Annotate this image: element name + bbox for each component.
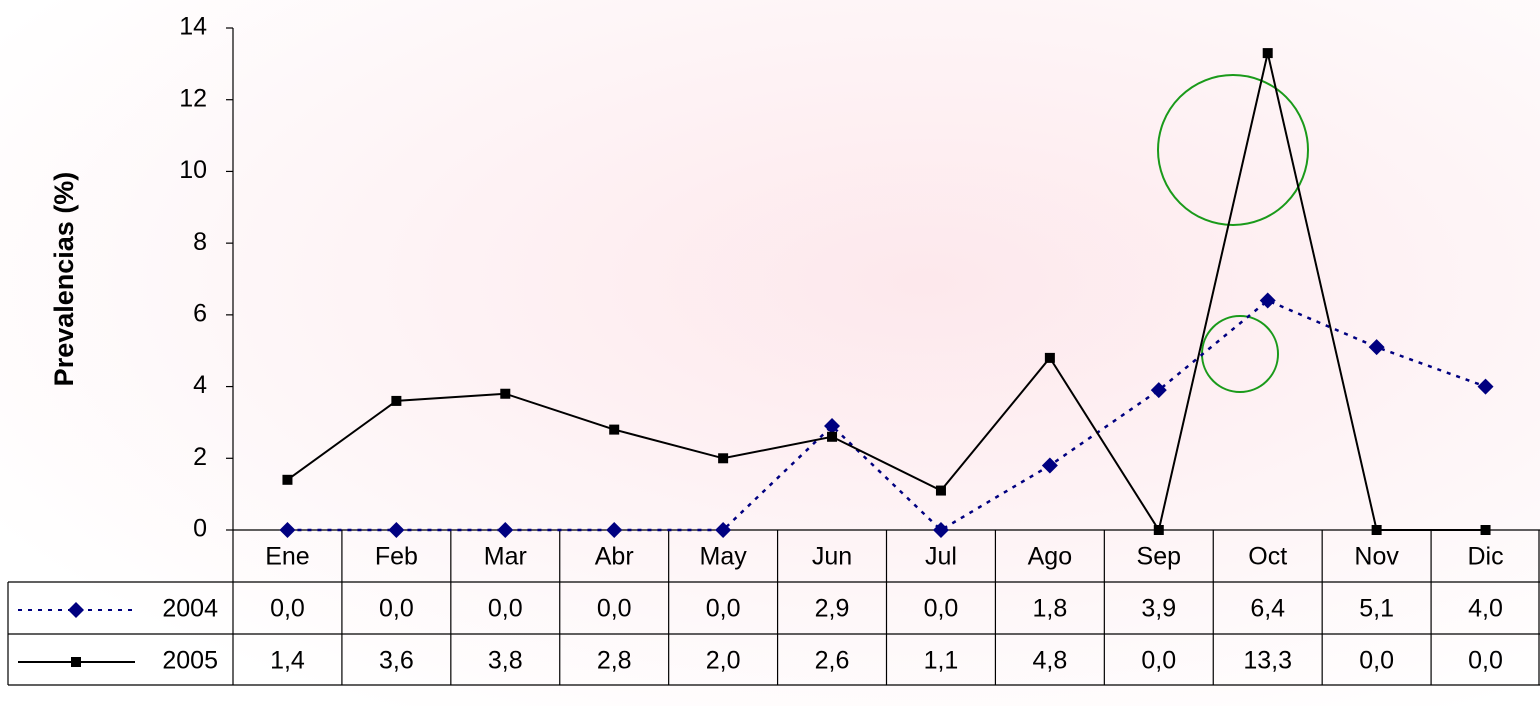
- value-label: 2,6: [815, 647, 850, 675]
- value-label: 0,0: [1359, 647, 1394, 675]
- value-label: 0,0: [379, 595, 414, 623]
- legend-label: 2005: [162, 647, 218, 675]
- value-label: 0,0: [924, 595, 959, 623]
- value-label: 3,9: [1141, 595, 1176, 623]
- x-tick-label: Jul: [925, 543, 957, 571]
- series-line: [287, 299, 1486, 532]
- marker: [1041, 457, 1058, 474]
- value-label: 1,4: [270, 647, 305, 675]
- series-line: [286, 52, 1486, 533]
- value-label: 0,0: [597, 595, 632, 623]
- marker: [824, 418, 841, 435]
- marker: [609, 424, 620, 435]
- y-tick-label: 4: [193, 371, 207, 399]
- y-tick-label: 10: [179, 156, 207, 184]
- marker: [1262, 48, 1273, 59]
- marker: [1259, 292, 1276, 309]
- value-label: 2,8: [597, 647, 632, 675]
- value-label: 1,8: [1032, 595, 1067, 623]
- marker: [935, 485, 946, 496]
- marker: [391, 395, 402, 406]
- value-label: 1,1: [924, 647, 959, 675]
- marker: [606, 522, 623, 538]
- legend-label: 2004: [162, 595, 218, 623]
- y-tick-label: 8: [193, 228, 207, 256]
- marker: [932, 522, 949, 538]
- marker: [500, 388, 511, 399]
- value-label: 0,0: [1141, 647, 1176, 675]
- y-tick-label: 2: [193, 443, 207, 471]
- y-tick-label: 14: [179, 13, 207, 41]
- value-label: 0,0: [1468, 647, 1503, 675]
- x-tick-label: Feb: [375, 543, 418, 571]
- marker: [718, 453, 729, 464]
- value-label: 0,0: [270, 595, 305, 623]
- value-label: 3,6: [379, 647, 414, 675]
- marker: [1477, 378, 1494, 395]
- marker: [827, 431, 838, 442]
- marker: [279, 522, 296, 538]
- marker: [497, 522, 514, 538]
- marker: [1153, 525, 1164, 535]
- value-label: 2,0: [706, 647, 741, 675]
- marker: [282, 474, 293, 485]
- value-label: 3,8: [488, 647, 523, 675]
- annotation-circle: [1157, 74, 1309, 226]
- x-tick-label: Abr: [595, 543, 634, 571]
- x-tick-label: Dic: [1467, 543, 1503, 571]
- marker: [1368, 339, 1385, 356]
- y-tick-label: 12: [179, 84, 207, 112]
- value-label: 4,8: [1032, 647, 1067, 675]
- value-label: 5,1: [1359, 595, 1394, 623]
- x-tick-label: May: [700, 543, 748, 571]
- value-label: 4,0: [1468, 595, 1503, 623]
- value-label: 2,9: [815, 595, 850, 623]
- marker: [68, 602, 84, 618]
- y-axis-label: Prevalencias (%): [49, 172, 79, 387]
- marker: [1480, 525, 1491, 535]
- marker: [715, 522, 732, 538]
- marker: [388, 522, 405, 538]
- x-tick-label: Jun: [812, 543, 852, 571]
- x-tick-label: Nov: [1354, 543, 1399, 571]
- marker: [1371, 525, 1382, 535]
- x-tick-label: Ago: [1028, 543, 1072, 571]
- x-tick-label: Sep: [1137, 543, 1181, 571]
- marker: [71, 657, 81, 667]
- value-label: 0,0: [488, 595, 523, 623]
- y-tick-label: 6: [193, 299, 207, 327]
- marker: [1150, 382, 1167, 399]
- marker: [1044, 352, 1055, 363]
- y-tick-label: 0: [193, 515, 207, 543]
- x-tick-label: Oct: [1248, 543, 1287, 571]
- value-label: 6,4: [1250, 595, 1285, 623]
- x-tick-label: Mar: [484, 543, 527, 571]
- value-label: 13,3: [1243, 647, 1292, 675]
- value-label: 0,0: [706, 595, 741, 623]
- x-tick-label: Ene: [265, 543, 309, 571]
